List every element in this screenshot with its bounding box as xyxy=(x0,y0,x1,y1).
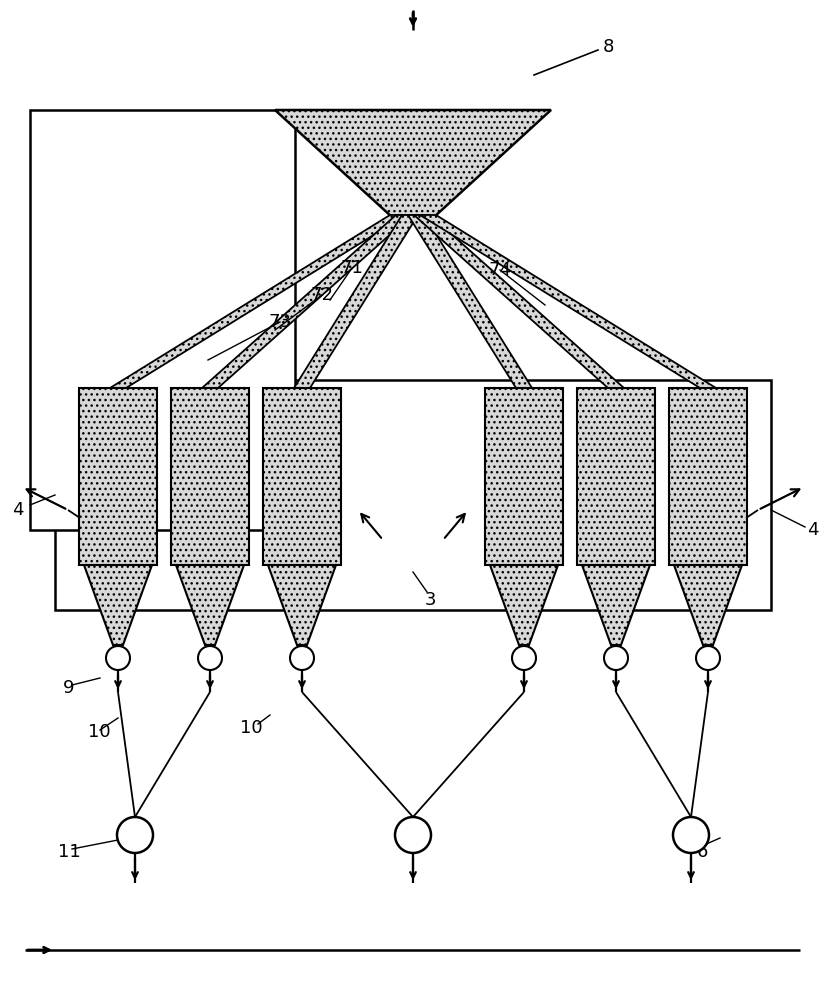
Polygon shape xyxy=(55,380,771,610)
Text: 6: 6 xyxy=(697,843,709,861)
Polygon shape xyxy=(674,565,742,645)
Polygon shape xyxy=(669,388,747,565)
Text: 8: 8 xyxy=(603,38,615,56)
Circle shape xyxy=(512,646,536,670)
Polygon shape xyxy=(110,215,406,388)
Text: 74: 74 xyxy=(488,261,511,279)
Polygon shape xyxy=(263,388,341,565)
Circle shape xyxy=(673,817,709,853)
Text: 4: 4 xyxy=(807,521,819,539)
Polygon shape xyxy=(485,388,563,565)
Circle shape xyxy=(696,646,720,670)
Polygon shape xyxy=(79,388,157,565)
Text: 3: 3 xyxy=(425,591,436,609)
Polygon shape xyxy=(582,565,650,645)
Polygon shape xyxy=(176,565,244,645)
Polygon shape xyxy=(490,565,558,645)
Text: 11: 11 xyxy=(58,843,81,861)
Circle shape xyxy=(290,646,314,670)
Text: 10: 10 xyxy=(88,723,111,741)
Circle shape xyxy=(395,817,431,853)
Polygon shape xyxy=(408,215,532,388)
Circle shape xyxy=(198,646,222,670)
Polygon shape xyxy=(30,110,295,530)
Polygon shape xyxy=(171,388,249,565)
Circle shape xyxy=(604,646,628,670)
Polygon shape xyxy=(414,215,624,388)
Polygon shape xyxy=(420,215,716,388)
Circle shape xyxy=(106,646,130,670)
Polygon shape xyxy=(577,388,655,565)
Text: 9: 9 xyxy=(63,679,74,697)
Text: 10: 10 xyxy=(240,719,263,737)
Polygon shape xyxy=(84,565,152,645)
Polygon shape xyxy=(202,215,412,388)
Text: 72: 72 xyxy=(310,286,333,304)
Polygon shape xyxy=(268,565,336,645)
Text: 71: 71 xyxy=(340,259,363,277)
Polygon shape xyxy=(294,215,418,388)
Text: 73: 73 xyxy=(268,313,291,331)
Polygon shape xyxy=(275,110,551,218)
Text: 4: 4 xyxy=(12,501,24,519)
Circle shape xyxy=(117,817,153,853)
